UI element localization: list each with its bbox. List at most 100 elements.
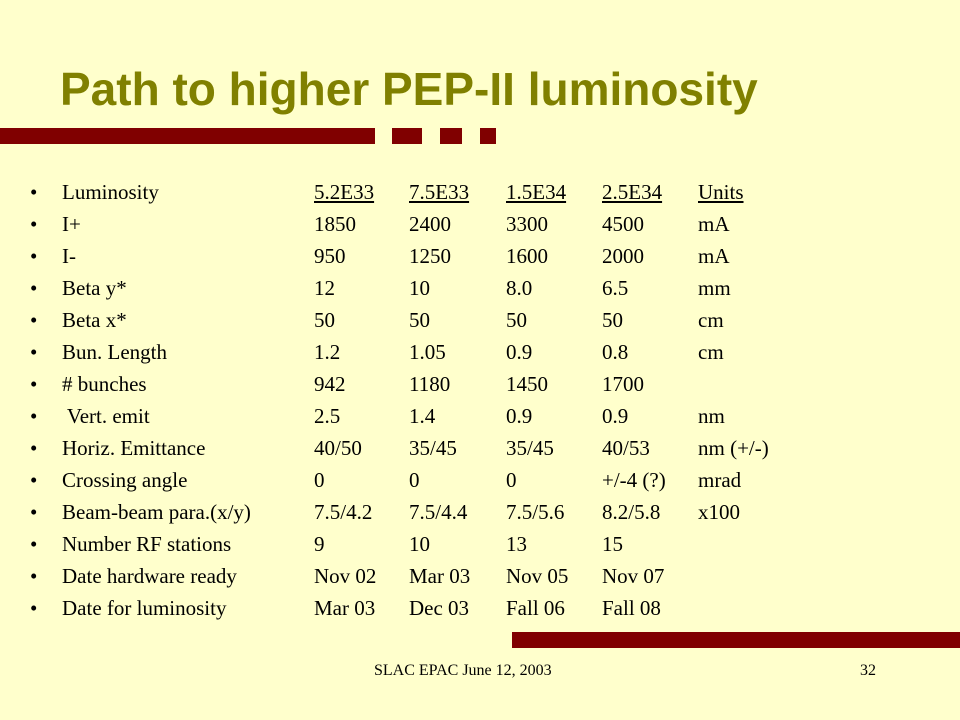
- row-label: Date hardware ready: [62, 564, 237, 588]
- row-value: 950: [314, 244, 346, 268]
- row-value: 0.9: [506, 404, 533, 428]
- row-label: Beta x*: [62, 308, 127, 332]
- row-value: 12: [314, 276, 335, 300]
- row-value: 8.0: [506, 276, 533, 300]
- row-unit: mm: [698, 276, 731, 300]
- row-label: Beta y*: [62, 276, 127, 300]
- row-label: # bunches: [62, 372, 147, 396]
- bullet: •: [30, 212, 38, 236]
- row-value: 7.5/4.4: [409, 500, 468, 524]
- row-value: 6.5: [602, 276, 629, 300]
- row-label: Crossing angle: [62, 468, 188, 492]
- row-value: 10: [409, 532, 430, 556]
- row-unit: nm: [698, 404, 725, 428]
- header-value: 7.5E33: [409, 180, 470, 204]
- row-value: 0.9: [602, 404, 629, 428]
- row-value: 1250: [409, 244, 451, 268]
- slide-title: Path to higher PEP-II luminosity: [60, 63, 758, 115]
- row-value: 4500: [602, 212, 644, 236]
- row-value: 7.5/5.6: [506, 500, 565, 524]
- header-value: 2.5E34: [602, 180, 663, 204]
- header-unit: Units: [698, 180, 744, 204]
- row-value: 10: [409, 276, 430, 300]
- bullet: •: [30, 244, 38, 268]
- row-value: Dec 03: [409, 596, 470, 620]
- row-value: Fall 08: [602, 596, 661, 620]
- bullet: •: [30, 308, 38, 332]
- row-label: Beam-beam para.(x/y): [62, 500, 251, 524]
- row-unit: mA: [698, 244, 730, 268]
- row-value: 1.05: [409, 340, 446, 364]
- row-label: Vert. emit: [62, 404, 150, 428]
- row-value: 8.2/5.8: [602, 500, 661, 524]
- bullet: •: [30, 340, 38, 364]
- title-underline-square-3: [480, 128, 496, 144]
- header-value: 1.5E34: [506, 180, 567, 204]
- row-label: I+: [62, 212, 81, 236]
- row-label: Horiz. Emittance: [62, 436, 206, 460]
- row-value: 50: [506, 308, 527, 332]
- row-value: Fall 06: [506, 596, 565, 620]
- row-value: 50: [602, 308, 623, 332]
- row-value: 1180: [409, 372, 451, 396]
- row-value: 0.9: [506, 340, 533, 364]
- row-unit: mA: [698, 212, 730, 236]
- row-value: Nov 02: [314, 564, 377, 588]
- footer-accent-bar: [512, 632, 960, 648]
- row-value: 2400: [409, 212, 451, 236]
- row-label: Number RF stations: [62, 532, 232, 556]
- row-label: Date for luminosity: [62, 596, 227, 620]
- row-value: 0.8: [602, 340, 629, 364]
- bullet: •: [30, 500, 38, 524]
- bullet: •: [30, 436, 38, 460]
- header-value: 5.2E33: [314, 180, 375, 204]
- row-unit: nm (+/-): [698, 436, 769, 460]
- row-value: Mar 03: [314, 596, 376, 620]
- bullet: •: [30, 276, 38, 300]
- row-value: 942: [314, 372, 346, 396]
- row-value: 40/53: [602, 436, 650, 460]
- row-value: 1450: [506, 372, 548, 396]
- bullet: •: [30, 564, 38, 588]
- bullet: •: [30, 180, 38, 204]
- row-value: 2.5: [314, 404, 341, 428]
- bullet: •: [30, 532, 38, 556]
- row-unit: x100: [698, 500, 740, 524]
- row-value: 1700: [602, 372, 644, 396]
- row-value: Mar 03: [409, 564, 471, 588]
- row-value: 0: [409, 468, 420, 492]
- header-label: Luminosity: [62, 180, 159, 204]
- row-value: 40/50: [314, 436, 362, 460]
- row-value: 1.4: [409, 404, 436, 428]
- row-value: 1850: [314, 212, 356, 236]
- bullet: •: [30, 372, 38, 396]
- bullet: •: [30, 596, 38, 620]
- row-label: I-: [62, 244, 76, 268]
- row-value: 7.5/4.2: [314, 500, 373, 524]
- row-label: Bun. Length: [62, 340, 167, 364]
- title-underline-bar: [0, 128, 375, 144]
- row-value: Nov 05: [506, 564, 569, 588]
- footer-date: SLAC EPAC June 12, 2003: [374, 662, 552, 679]
- row-value: 35/45: [506, 436, 554, 460]
- row-value: 1600: [506, 244, 548, 268]
- row-value: 1.2: [314, 340, 341, 364]
- row-value: 13: [506, 532, 527, 556]
- row-value: +/-4 (?): [602, 468, 666, 492]
- row-value: 3300: [506, 212, 548, 236]
- row-unit: cm: [698, 308, 724, 332]
- row-unit: cm: [698, 340, 724, 364]
- row-value: 9: [314, 532, 325, 556]
- row-value: 35/45: [409, 436, 457, 460]
- title-underline-square-2: [440, 128, 462, 144]
- row-value: 0: [506, 468, 517, 492]
- bullet: •: [30, 468, 38, 492]
- row-value: 2000: [602, 244, 644, 268]
- bullet: •: [30, 404, 38, 428]
- page-number: 32: [860, 662, 876, 679]
- row-value: 0: [314, 468, 325, 492]
- row-value: 50: [314, 308, 335, 332]
- row-value: 15: [602, 532, 623, 556]
- row-value: Nov 07: [602, 564, 665, 588]
- row-unit: mrad: [698, 468, 742, 492]
